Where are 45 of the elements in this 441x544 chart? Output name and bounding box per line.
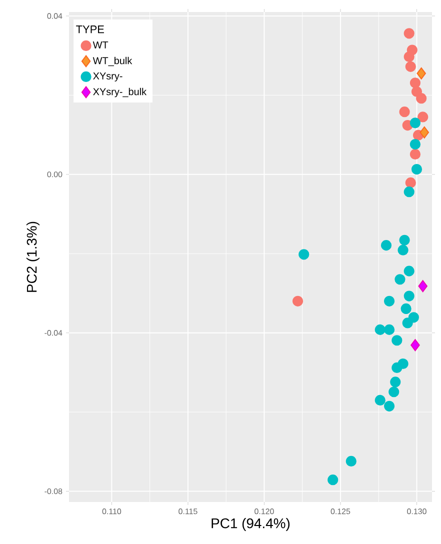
point (380, 240, 392, 251)
point (410, 148, 421, 160)
point (392, 335, 402, 346)
point (399, 106, 410, 118)
point (400, 303, 412, 314)
point (390, 376, 401, 388)
point (404, 51, 414, 62)
point (384, 296, 395, 306)
point (418, 112, 428, 122)
point (410, 118, 421, 128)
point (410, 139, 421, 150)
y-axis-title: PC2 (1.3%) (26, 222, 40, 292)
point (404, 28, 414, 39)
point (410, 78, 421, 88)
point (394, 274, 406, 285)
point (399, 234, 410, 246)
point (416, 67, 426, 80)
point (292, 296, 304, 306)
legend-label: XYsry- (93, 72, 122, 82)
point (416, 93, 427, 104)
point (404, 186, 414, 198)
point (346, 456, 356, 466)
point (298, 249, 310, 260)
point (405, 177, 416, 188)
point (405, 61, 416, 72)
point (328, 474, 338, 486)
point (404, 290, 414, 302)
legend-label: WT (92, 42, 108, 48)
point (420, 126, 430, 138)
point (410, 339, 420, 352)
point (388, 386, 400, 398)
point (384, 324, 395, 335)
point (384, 400, 395, 412)
point (392, 362, 402, 374)
point (374, 394, 386, 406)
point (398, 244, 408, 256)
point (402, 318, 413, 328)
point (404, 266, 414, 276)
legend-label: WT_bulk (92, 56, 132, 66)
point (411, 164, 422, 175)
legend-label: XYsry-_bulk (93, 88, 147, 98)
point (374, 324, 386, 335)
point (418, 280, 428, 292)
legend-title: TYPE (76, 26, 104, 34)
x-axis-title: PC1 (94.4%) (212, 518, 290, 532)
